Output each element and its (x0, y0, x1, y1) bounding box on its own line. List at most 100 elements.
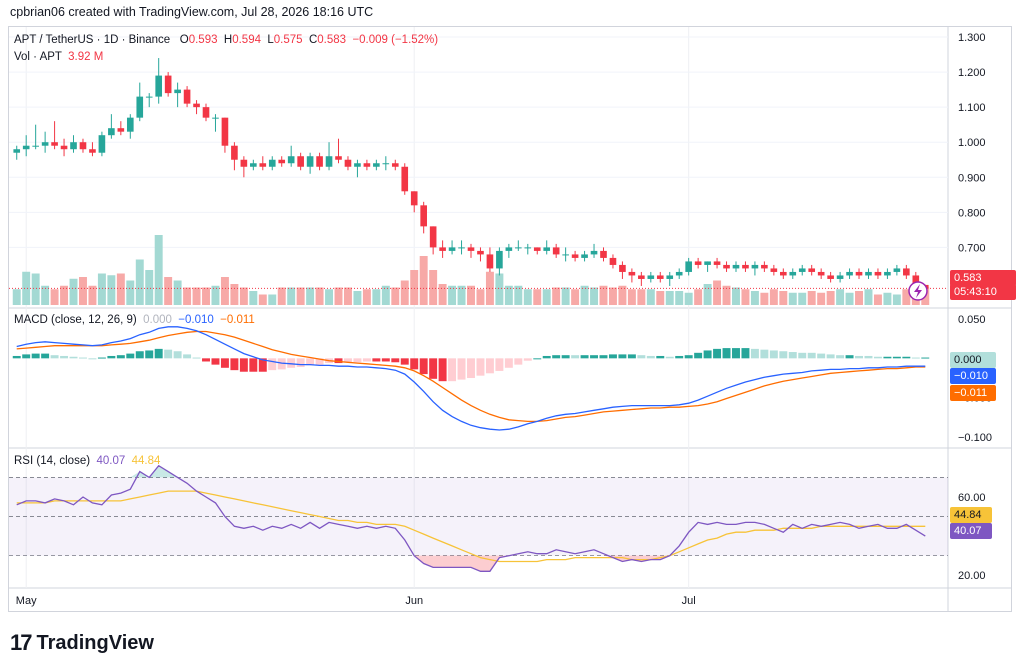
volume-bar (571, 289, 580, 305)
candle-body (694, 261, 702, 265)
candle-body (391, 163, 399, 167)
volume-bar (523, 289, 532, 305)
macd-label[interactable]: MACD (close, 12, 26, 9) (14, 314, 137, 326)
volume-bar (883, 292, 892, 305)
macd-histogram-bar (618, 354, 627, 359)
volume-bar (277, 287, 286, 305)
macd-histogram-bar (892, 356, 901, 359)
volume-bar (230, 284, 239, 305)
candle-body (836, 275, 844, 279)
macd-histogram-bar (504, 358, 513, 368)
rsi-oversold-fill (452, 555, 462, 568)
candle-body (354, 163, 361, 167)
macd-histogram-bar (769, 350, 778, 359)
macd-histogram-bar (807, 352, 816, 359)
volume-bar (31, 273, 40, 305)
volume-bar (79, 277, 87, 305)
rsi-ma-value: 44.84 (131, 455, 161, 467)
volume-bar (41, 285, 50, 305)
macd-histogram-bar (31, 353, 40, 359)
volume-bar (116, 273, 125, 305)
macd-histogram-bar (542, 355, 551, 359)
volume-bar (732, 287, 740, 305)
symbol-label[interactable]: APT / TetherUS · 1D · Binance (14, 34, 171, 46)
candle-body (817, 271, 825, 276)
volume-bar (249, 291, 258, 305)
volume-bar (381, 285, 390, 305)
volume-label[interactable]: Vol · APT (14, 51, 62, 63)
volume-bar (665, 291, 674, 305)
candle-body (619, 264, 626, 272)
macd-histogram-bar (675, 355, 684, 359)
candle-body (656, 275, 664, 279)
close-label: C (308, 34, 318, 46)
macd-histogram-bar (523, 358, 532, 361)
candle-body (770, 268, 778, 272)
volume-bar (400, 280, 409, 305)
macd-histogram-bar (287, 358, 296, 368)
candle-body (779, 271, 787, 276)
volume-bar (239, 287, 248, 305)
macd-histogram-bar (438, 358, 447, 382)
macd-histogram-bar (164, 349, 173, 359)
candle-body (250, 163, 257, 167)
rsi-oversold-fill (471, 555, 481, 572)
volume-bar (287, 287, 296, 305)
macd-histogram-bar (211, 358, 220, 365)
macd-histogram-bar (495, 358, 504, 371)
volume-bar (220, 277, 229, 305)
macd-histogram-bar (126, 353, 135, 359)
price-tick-label: 1.200 (958, 67, 986, 79)
macd-histogram-bar (429, 358, 438, 379)
volume-bar (760, 292, 769, 305)
x-tick-label: Jul (682, 595, 696, 607)
candle-body (723, 264, 730, 269)
macd-histogram-bar (277, 358, 286, 370)
tradingview-brand: TradingView (36, 631, 154, 654)
macd-histogram-bar (362, 358, 371, 362)
volume-bar (504, 285, 513, 305)
candle-body (335, 156, 342, 160)
macd-histogram-bar (826, 354, 835, 359)
rsi-ma-line (16, 490, 926, 563)
candle-body (505, 247, 513, 251)
candle-body (240, 159, 248, 167)
macd-histogram-bar (694, 352, 703, 359)
rsi-overbought-fill (158, 465, 169, 478)
candle-body (562, 254, 569, 256)
volume-bar (722, 285, 731, 305)
macd-histogram-bar (864, 355, 873, 359)
macd-legend: MACD (close, 12, 26, 9) 0.000 −0.010 −0.… (14, 314, 255, 326)
candle-body (202, 107, 210, 118)
macd-histogram-bar (306, 358, 315, 366)
volume-bar (306, 287, 315, 305)
macd-tick-label: 0.050 (958, 314, 986, 326)
rsi-label[interactable]: RSI (14, close) (14, 455, 91, 467)
volume-bar (476, 289, 485, 305)
candle-body (136, 96, 144, 118)
tradingview-logo-icon: 17 (10, 630, 33, 655)
candle-body (543, 247, 551, 251)
rsi-ma-tag: 44.84 (950, 507, 992, 523)
volume-bar (750, 291, 759, 305)
macd-histogram-bar (183, 354, 192, 359)
candle-body (533, 247, 541, 251)
candle-body (808, 268, 816, 272)
volume-bar (713, 280, 722, 305)
volume-bar (533, 289, 542, 305)
macd-histogram-bar (552, 355, 561, 359)
tradingview-logo[interactable]: 17 TradingView (10, 630, 154, 656)
candle-body (524, 247, 532, 249)
volume-bar (334, 287, 343, 305)
rsi-line (16, 464, 926, 572)
macd-histogram-bar (703, 350, 712, 359)
change-value: −0.009 (−1.52%) (352, 34, 439, 46)
macd-histogram-bar (788, 352, 797, 359)
macd-histogram-bar (873, 356, 882, 359)
lightning-bolt-icon (914, 284, 922, 298)
chart-header: cpbrian06 created with TradingView.com, … (10, 5, 374, 19)
candle-body (325, 156, 333, 167)
macd-histogram-bar (646, 355, 655, 359)
chart-frame (8, 26, 1012, 612)
